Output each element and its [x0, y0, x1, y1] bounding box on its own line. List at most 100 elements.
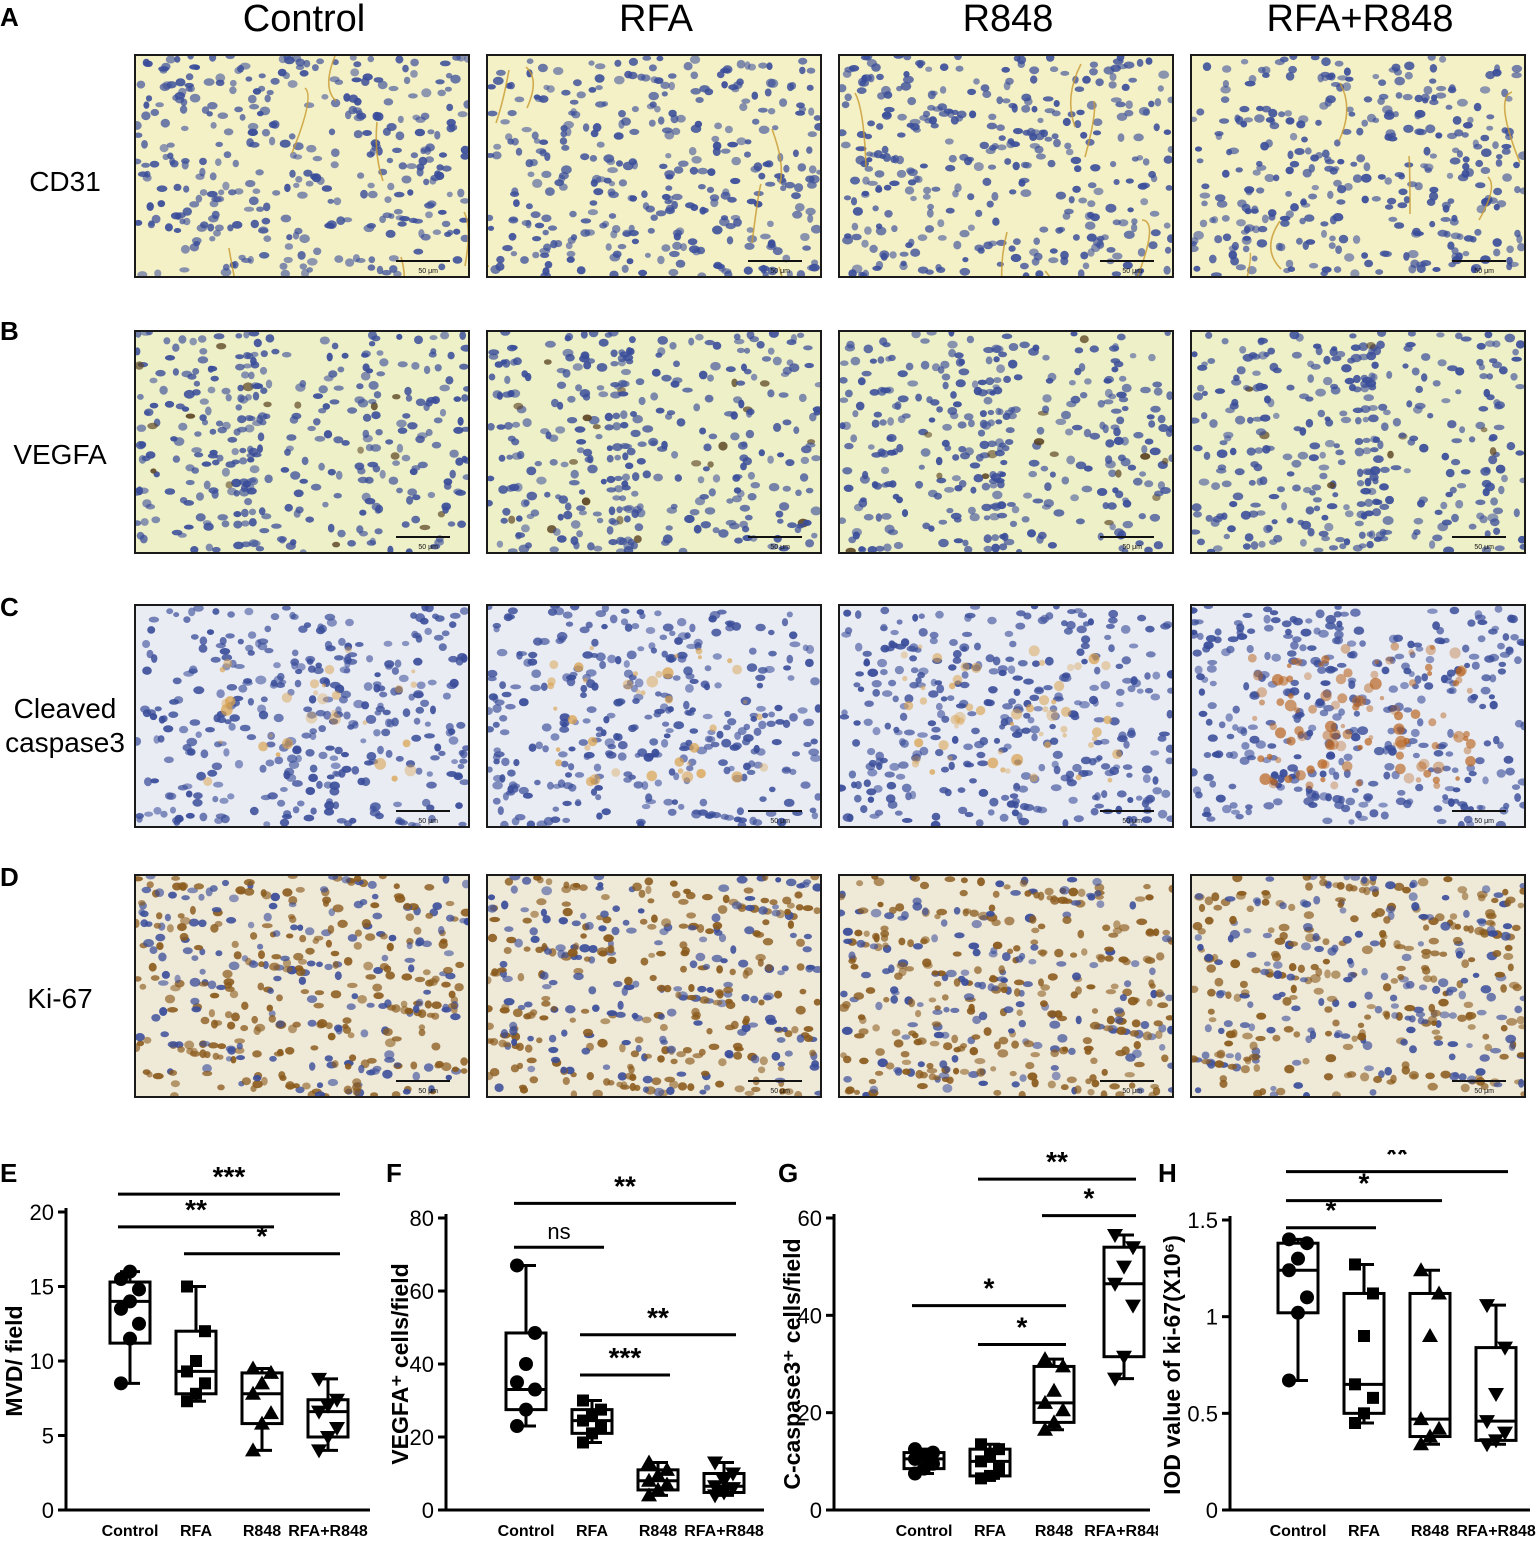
scale-bar-label: 50 μm	[770, 268, 790, 275]
scale-bar	[1100, 260, 1154, 262]
row-label-line: VEGFA	[0, 438, 120, 472]
box-control	[904, 1442, 944, 1480]
data-point	[595, 1404, 607, 1416]
x-tick-label: RFA	[180, 1523, 212, 1540]
micrograph-cd31-1: 50 μm	[486, 54, 822, 278]
data-point	[1291, 1306, 1305, 1320]
micrograph-vegfa-2: 50 μm	[838, 330, 1174, 554]
scale-bar	[1452, 536, 1506, 538]
significance-label: *	[1359, 1168, 1370, 1199]
x-tick-label: Control	[498, 1523, 555, 1540]
micrograph-image	[136, 332, 468, 552]
scale-bar-label: 50 μm	[1122, 1088, 1142, 1095]
box-rfa	[970, 1438, 1010, 1484]
box-r848	[638, 1455, 678, 1502]
x-tick-label: RFA+R848	[684, 1523, 764, 1540]
micrograph-image	[1192, 56, 1524, 276]
micrograph-image	[488, 606, 820, 826]
y-tick-label: 60	[410, 1279, 434, 1304]
scale-bar	[748, 1080, 802, 1082]
micrograph-image	[1192, 606, 1524, 826]
data-point	[908, 1442, 922, 1456]
micrograph-casp-1: 50 μm	[486, 604, 822, 828]
scale-bar	[1452, 810, 1506, 812]
panel-letter-a: A	[0, 2, 19, 33]
scale-bar	[396, 260, 450, 262]
column-header-r848: R848	[838, 0, 1178, 41]
box-rfa	[572, 1395, 612, 1449]
scale-bar	[1452, 1080, 1506, 1082]
y-tick-label: 10	[30, 1349, 54, 1374]
micrograph-cd31-2: 50 μm	[838, 54, 1174, 278]
data-point	[1349, 1258, 1361, 1270]
micrograph-casp-0: 50 μm	[134, 604, 470, 828]
data-point	[199, 1325, 211, 1337]
scale-bar-label: 50 μm	[1474, 818, 1494, 825]
data-point	[1300, 1236, 1314, 1250]
box-control	[110, 1265, 150, 1391]
panel-letter-b: B	[0, 316, 19, 347]
data-point	[1282, 1232, 1296, 1246]
data-point	[1367, 1392, 1379, 1404]
scale-bar	[1100, 810, 1154, 812]
x-tick-label: RFA	[974, 1523, 1006, 1540]
data-point	[1300, 1290, 1314, 1304]
data-point	[577, 1395, 589, 1407]
scale-bar-label: 50 μm	[418, 818, 438, 825]
x-tick-label: RFA+R848	[1456, 1523, 1536, 1540]
row-label-line: CD31	[10, 165, 120, 199]
y-tick-label: 40	[410, 1352, 434, 1377]
data-point	[510, 1419, 524, 1433]
micrograph-ki67-1: 50 μm	[486, 874, 822, 1098]
micrograph-image	[488, 56, 820, 276]
micrograph-casp-3: 50 μm	[1190, 604, 1526, 828]
micrograph-image	[840, 876, 1172, 1096]
micrograph-ki67-0: 50 μm	[134, 874, 470, 1098]
column-header-rfa: RFA	[486, 0, 826, 41]
y-tick-label: 60	[798, 1206, 822, 1231]
y-axis-label: MVD/ field	[1, 1305, 27, 1416]
micrograph-image	[136, 606, 468, 826]
significance-label: ns	[547, 1219, 570, 1244]
micrograph-image	[840, 332, 1172, 552]
x-tick-label: R848	[1411, 1523, 1449, 1540]
significance-label: *	[257, 1221, 268, 1252]
micrograph-image	[488, 876, 820, 1096]
data-point	[1358, 1407, 1370, 1419]
micrograph-image	[488, 332, 820, 552]
data-point	[595, 1420, 607, 1432]
box-control	[1278, 1232, 1318, 1387]
box-iqr	[506, 1333, 546, 1410]
data-point	[123, 1265, 137, 1279]
panel-letter-d: D	[0, 862, 19, 893]
data-point	[993, 1463, 1005, 1475]
row-label-vegfa: VEGFA	[0, 438, 120, 472]
y-axis-label: VEGFA⁺ cells/field	[387, 1263, 413, 1464]
data-point	[1367, 1287, 1379, 1299]
column-header-control: Control	[134, 0, 474, 41]
significance-label: *	[1084, 1183, 1095, 1214]
box-rfa	[1344, 1258, 1384, 1429]
data-point	[1282, 1263, 1296, 1277]
y-tick-label: 80	[410, 1206, 434, 1231]
box-rfa-r848	[704, 1457, 744, 1504]
box-control	[506, 1258, 546, 1433]
y-tick-label: 1.5	[1187, 1208, 1218, 1233]
box-rfa-r848	[1476, 1299, 1516, 1452]
data-point	[190, 1388, 202, 1400]
significance-label: **	[1386, 1150, 1408, 1170]
scale-bar-label: 50 μm	[1474, 268, 1494, 275]
row-label-ki67: Ki-67	[0, 982, 120, 1016]
micrograph-image	[136, 876, 468, 1096]
significance-label: **	[1046, 1150, 1068, 1177]
box-r848	[1034, 1351, 1074, 1436]
x-tick-label: RFA	[1348, 1523, 1380, 1540]
row-label-cd31: CD31	[10, 165, 120, 199]
scale-bar	[1100, 1080, 1154, 1082]
